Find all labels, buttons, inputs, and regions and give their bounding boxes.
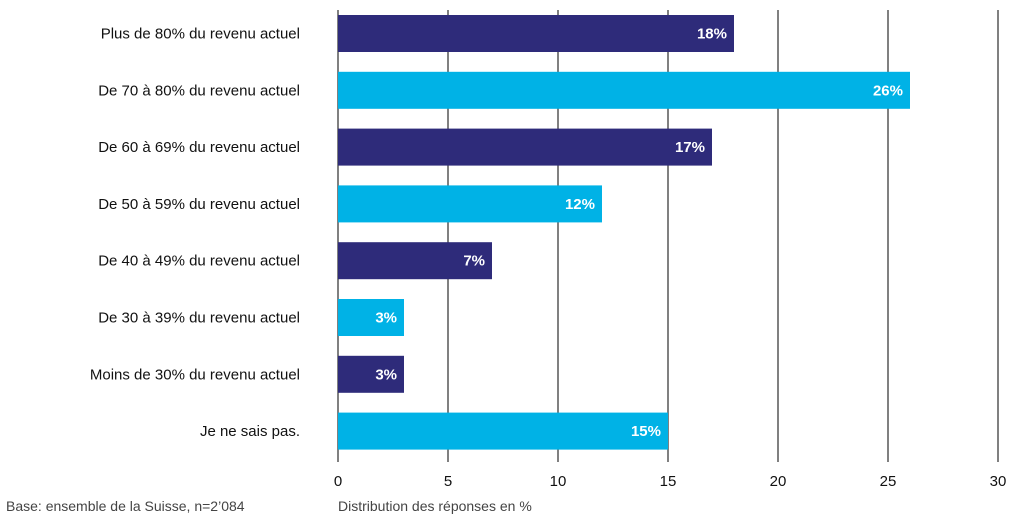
category-label-1: Plus de 80% du revenu actuel bbox=[101, 26, 300, 43]
value-label-5: 7% bbox=[463, 253, 485, 270]
bar-8 bbox=[338, 412, 668, 450]
value-label-6: 3% bbox=[375, 310, 397, 327]
bar-7 bbox=[338, 355, 404, 393]
x-tick-label-20: 20 bbox=[770, 473, 787, 490]
x-axis-caption: Distribution des réponses en % bbox=[338, 498, 532, 514]
base-footnote: Base: ensemble de la Suisse, n=2’084 bbox=[6, 498, 245, 514]
x-tick-label-10: 10 bbox=[550, 473, 567, 490]
x-tick-label-0: 0 bbox=[334, 473, 342, 490]
category-label-7: Moins de 30% du revenu actuel bbox=[90, 366, 300, 383]
value-label-4: 12% bbox=[565, 196, 595, 213]
bar-5 bbox=[338, 242, 492, 280]
bar-4 bbox=[338, 185, 602, 223]
x-tick-label-25: 25 bbox=[880, 473, 897, 490]
value-label-2: 26% bbox=[873, 82, 903, 99]
x-tick-label-30: 30 bbox=[990, 473, 1007, 490]
value-labels: 18% 26% 17% 12% 7% 3% 3% 15% bbox=[375, 26, 903, 441]
value-label-1: 18% bbox=[697, 26, 727, 43]
category-label-8: Je ne sais pas. bbox=[200, 423, 300, 440]
bar-3 bbox=[338, 128, 712, 166]
x-tick-label-15: 15 bbox=[660, 473, 677, 490]
bar-6 bbox=[338, 299, 404, 336]
value-label-8: 15% bbox=[631, 423, 661, 440]
bar-1 bbox=[338, 15, 734, 52]
value-label-7: 3% bbox=[375, 366, 397, 383]
category-label-2: De 70 à 80% du revenu actuel bbox=[98, 82, 300, 99]
bars bbox=[338, 15, 910, 450]
value-label-3: 17% bbox=[675, 139, 705, 156]
category-labels: Plus de 80% du revenu actuel De 70 à 80% … bbox=[90, 26, 300, 441]
category-label-4: De 50 à 59% du revenu actuel bbox=[98, 196, 300, 213]
bar-2 bbox=[338, 71, 910, 109]
category-label-3: De 60 à 69% du revenu actuel bbox=[98, 139, 300, 156]
category-label-6: De 30 à 39% du revenu actuel bbox=[98, 310, 300, 327]
x-tick-label-5: 5 bbox=[444, 473, 452, 490]
x-axis-tick-labels: 0 5 10 15 20 25 30 bbox=[334, 473, 1007, 490]
category-label-5: De 40 à 49% du revenu actuel bbox=[98, 253, 300, 270]
